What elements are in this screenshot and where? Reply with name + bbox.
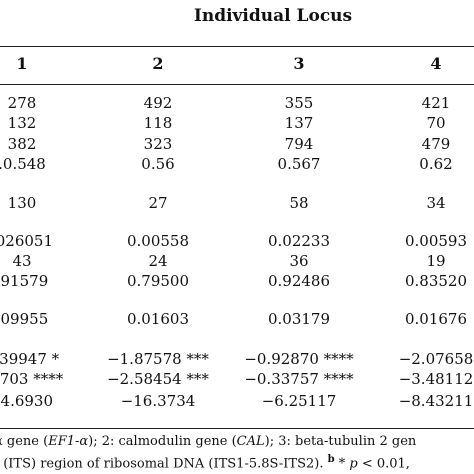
table-cell: 2.39947 * [0,350,60,368]
table-cell: 0.03179 [267,310,331,328]
table-cell: 0.83520 [404,272,468,290]
table-cell: 24 [148,252,168,270]
column-header-2: 2 [152,54,164,73]
table-cell: 118 [143,114,173,132]
table-bottom-rule [0,428,474,429]
column-header-3: 3 [293,54,305,73]
table-cell: 19 [426,252,446,270]
table-cell: .0.548 [0,155,46,173]
footnote-text: ); 3: beta-tubulin 2 gen [264,434,417,449]
table-cell: 0.92486 [267,272,331,290]
table-cell: 58 [289,194,309,212]
footnote-text: * [334,456,350,472]
table-cell: 0.00558 [126,232,190,250]
table-cell: 0.79500 [126,272,190,290]
table-cell: 382 [7,135,37,153]
table-cell: 36 [289,252,309,270]
table-cell: −0.92870 **** [244,350,354,368]
table-cell: 0.02233 [267,232,331,250]
table-cell: 794 [284,135,314,153]
table-cell: −3.48112 [398,370,474,388]
header-rule-top [0,46,474,47]
table-cell: .026051 [0,232,54,250]
table-cell: 0.00593 [404,232,468,250]
table-cell: 132 [7,114,37,132]
table-cell: 27 [148,194,168,212]
table-cell: 421 [421,94,451,112]
table-cell: 355 [284,94,314,112]
table-cell: −1.87578 *** [107,350,209,368]
column-header-1: 1 [16,54,28,73]
table-cell: 14.6930 [0,392,54,410]
footnote-line-1: α gene (EF1-α); 2: calmodulin gene (CAL)… [0,434,416,450]
footnote-gene-abbrev: CAL [236,434,265,449]
table-cell: −0.33757 **** [244,370,354,388]
table-cell: −8.43211 [398,392,474,410]
table-cell: 479 [421,135,451,153]
column-header-4: 4 [430,54,442,73]
table-cell: −16.3734 [120,392,196,410]
table-cell: −6.25117 [261,392,337,410]
table-cell: .91579 [0,272,49,290]
footnote-text: < 0.01, [357,456,410,472]
footnote-gene-abbrev: EF1-α [48,434,89,449]
footnote-text: ) (ITS) region of ribosomal DNA (ITS1-5.… [0,456,328,472]
table-cell: 0.62 [419,155,453,173]
table-cell: 34 [426,194,446,212]
footnote-superscript: b [327,454,335,465]
table-cell: 70 [426,114,446,132]
table-cell: 492 [143,94,173,112]
table-cell: 43 [12,252,32,270]
table-cell: 53703 **** [0,370,64,388]
table-cell: −2.07658 [398,350,474,368]
table-cell: 323 [143,135,173,153]
table-cell: −2.58454 *** [107,370,209,388]
table-cell: 137 [284,114,314,132]
table-cell: 0.01676 [404,310,468,328]
table-cell: .09955 [0,310,49,328]
footnote-line-2: ) (ITS) region of ribosomal DNA (ITS1-5.… [0,452,410,472]
table-title: Individual Locus [193,6,353,26]
table-cell: 130 [7,194,37,212]
footnote-text: ); 2: calmodulin gene ( [88,434,237,449]
footnote-p-symbol: p [349,456,358,472]
table-cell: 278 [7,94,37,112]
footnote-text: α gene ( [0,434,49,449]
table-cell: 0.56 [141,155,175,173]
header-rule-bottom [0,84,474,85]
table-cell: 0.01603 [126,310,190,328]
table-cell: 0.567 [277,155,321,173]
